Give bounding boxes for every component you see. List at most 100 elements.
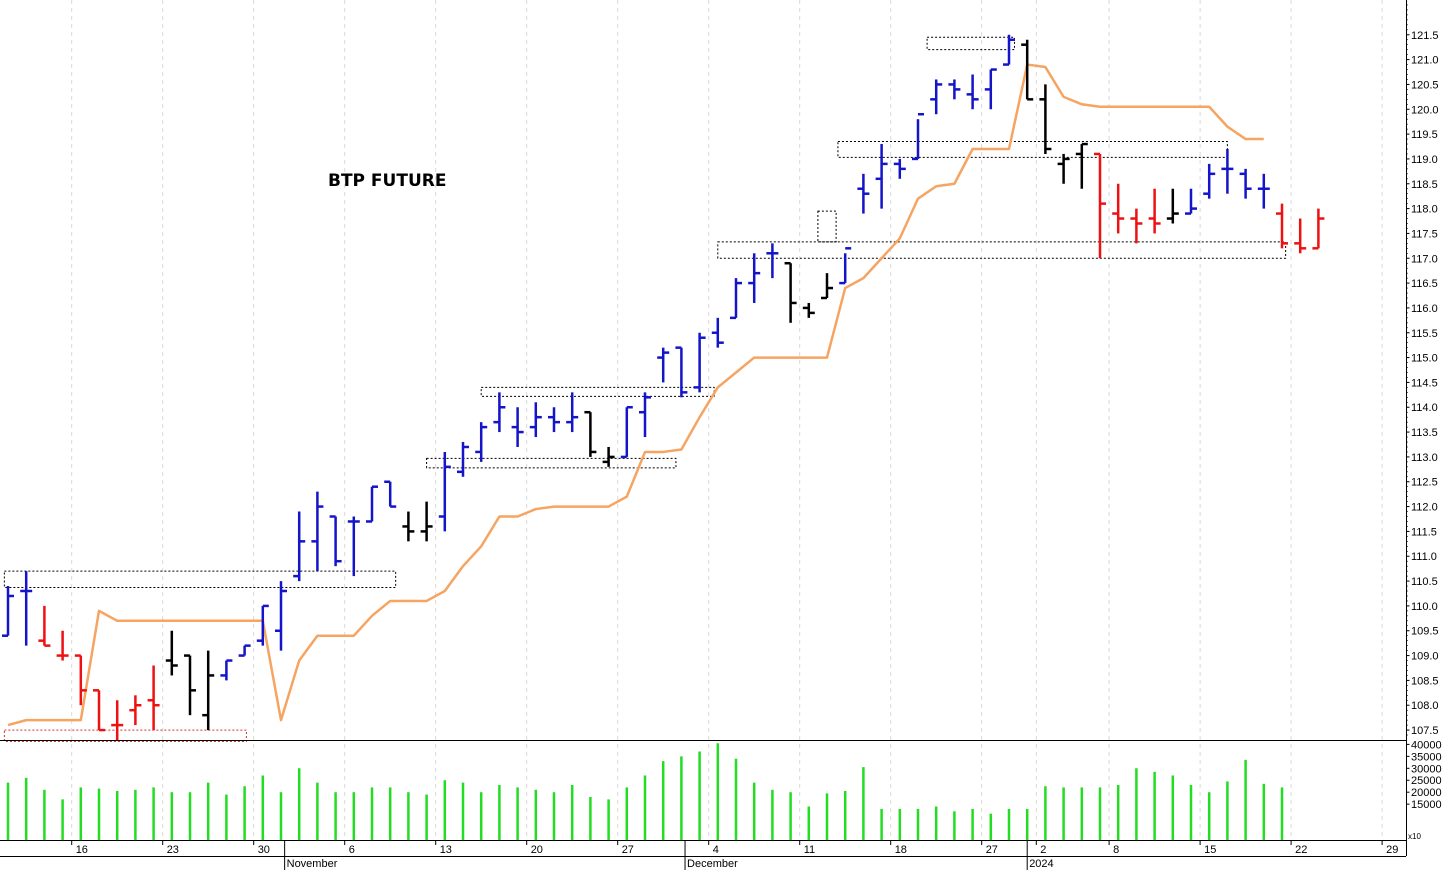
ohlc-bar — [1003, 34, 1015, 66]
ohlc-bar — [1221, 148, 1234, 194]
ohlc-bar — [839, 247, 852, 285]
ohlc-bar — [1130, 208, 1143, 244]
ohlc-bar — [293, 511, 306, 582]
price-tick-label: 110.5 — [1411, 576, 1438, 588]
day-label: 27 — [986, 844, 998, 856]
day-label: 22 — [1295, 844, 1307, 856]
price-tick-label: 110.0 — [1411, 601, 1438, 613]
price-tick-label: 117.5 — [1411, 228, 1438, 240]
price-bars — [2, 34, 1325, 740]
ohlc-bar — [147, 665, 160, 731]
ohlc-bar — [56, 630, 69, 661]
ohlc-bar — [675, 346, 688, 398]
ohlc-bar — [74, 654, 87, 706]
ohlc-bar — [111, 700, 124, 740]
ohlc-bar — [639, 392, 651, 438]
day-label: 15 — [1204, 844, 1216, 856]
price-tick-label: 112.5 — [1411, 477, 1438, 489]
day-label: 29 — [1386, 844, 1398, 856]
ohlc-bar — [766, 243, 779, 279]
ohlc-bar — [384, 480, 397, 508]
ohlc-bar — [984, 68, 997, 110]
volume-tick-label: 20000 — [1411, 787, 1442, 799]
ohlc-bar — [1148, 188, 1161, 234]
day-label: 11 — [804, 844, 815, 856]
ohlc-bar — [1185, 188, 1197, 215]
ohlc-bar — [311, 491, 324, 572]
ohlc-bar — [457, 442, 469, 477]
price-tick-label: 114.0 — [1411, 402, 1438, 414]
volume-tick-label: 35000 — [1411, 751, 1442, 763]
volume-tick-label: 30000 — [1411, 763, 1442, 775]
range-box — [717, 241, 1287, 259]
price-tick-label: 116.5 — [1411, 278, 1438, 290]
ohlc-bar — [275, 581, 287, 651]
ohlc-bar — [1276, 203, 1288, 249]
ohlc-bar — [493, 392, 506, 433]
price-tick-label: 120.5 — [1411, 79, 1439, 91]
price-tick-label: 112.0 — [1411, 502, 1438, 514]
ohlc-bar — [548, 407, 560, 433]
month-label: 2024 — [1029, 858, 1053, 870]
range-box — [426, 457, 677, 469]
range-box — [3, 729, 247, 742]
ohlc-bar — [748, 253, 761, 303]
volume-tick-label: 40000 — [1411, 739, 1442, 751]
ohlc-bar — [511, 407, 524, 447]
range-box — [480, 386, 715, 397]
day-label: 13 — [440, 844, 452, 856]
ohlc-bar — [202, 650, 215, 731]
ohlc-bar — [475, 422, 488, 462]
day-label: 16 — [76, 844, 88, 856]
ohlc-bar — [1203, 163, 1216, 199]
range-boxes — [3, 36, 1287, 742]
ohlc-bar — [584, 410, 597, 457]
ohlc-bar — [366, 485, 378, 523]
price-tick-label: 115.5 — [1411, 328, 1438, 340]
range-box — [837, 141, 1228, 158]
ohlc-bar — [165, 630, 178, 676]
ohlc-bar — [329, 515, 342, 567]
ohlc-bar — [821, 273, 833, 300]
ohlc-bar — [602, 446, 615, 467]
ohlc-bar — [620, 405, 633, 459]
ohlc-bar — [802, 302, 815, 318]
ohlc-bar — [1075, 142, 1088, 189]
ohlc-bar — [1039, 84, 1052, 154]
price-tick-label: 117.0 — [1411, 253, 1438, 265]
ohlc-bar — [784, 261, 797, 323]
price-tick-label: 113.5 — [1411, 427, 1438, 439]
price-tick-label: 118.0 — [1411, 204, 1438, 216]
ohlc-bar — [256, 604, 269, 646]
price-tick-label: 111.5 — [1411, 526, 1437, 538]
trailing-stop-line — [7, 63, 1264, 727]
price-tick-label: 107.5 — [1411, 725, 1439, 737]
ohlc-bar — [1021, 39, 1034, 101]
ohlc-bar — [1257, 173, 1270, 209]
ohlc-bar — [1312, 208, 1325, 250]
ohlc-bar — [893, 158, 906, 179]
ohlc-bar — [711, 317, 724, 348]
ohlc-bar — [693, 332, 706, 393]
ohlc-bar — [402, 511, 415, 542]
day-label: 4 — [713, 844, 719, 856]
axes: 107.5 108.0 108.5 109.0 109.5 110.0 110.5 111.0… — [71, 4, 1442, 870]
day-label: 23 — [167, 844, 179, 856]
price-tick-label: 116.0 — [1411, 303, 1438, 315]
ohlc-bar — [184, 654, 196, 716]
day-label: 2 — [1040, 844, 1046, 856]
ohlc-bar — [2, 586, 14, 637]
ohlc-bar — [1294, 218, 1307, 254]
price-tick-label: 108.0 — [1411, 700, 1439, 712]
chart-title: BTP FUTURE — [328, 171, 446, 191]
ohlc-bar — [875, 144, 888, 209]
ohlc-bar — [129, 695, 142, 726]
volume-multiplier-label: x10 — [1408, 832, 1421, 841]
ohlc-bar — [529, 402, 542, 438]
ohlc-bar — [1112, 183, 1125, 234]
ohlc-bar — [1239, 168, 1252, 199]
ohlc-bar — [438, 451, 451, 532]
price-tick-label: 119.5 — [1411, 129, 1438, 141]
range-box — [3, 570, 397, 589]
